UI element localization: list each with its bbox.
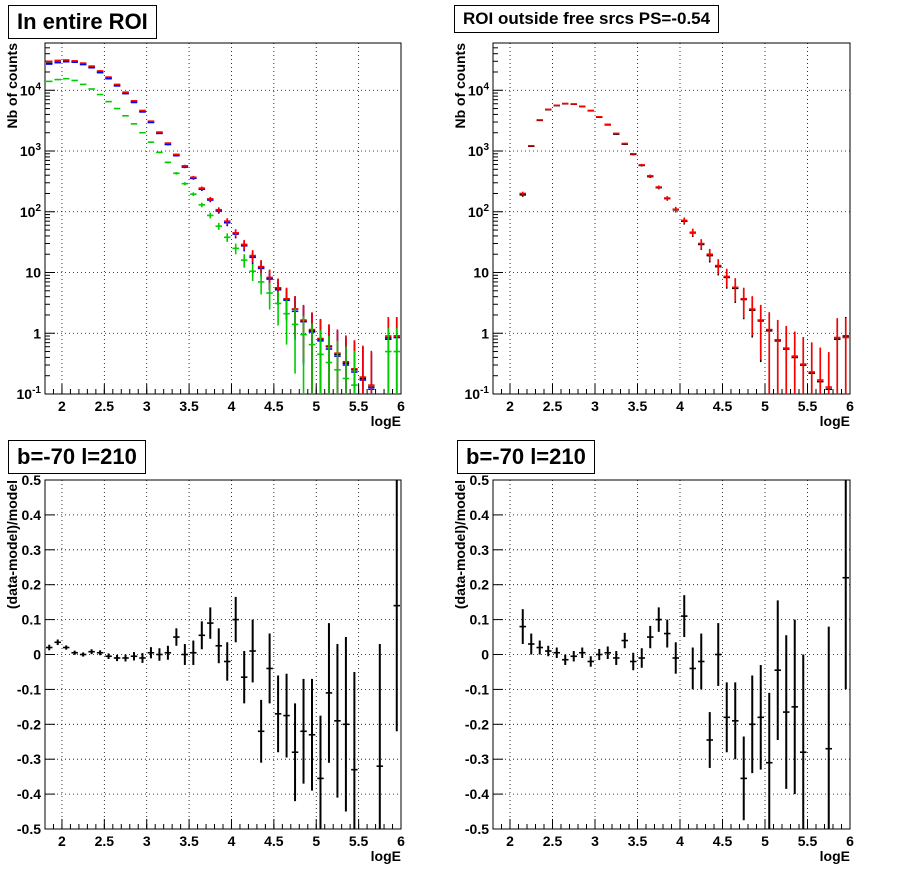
y-tick-label: 0	[33, 647, 41, 663]
residual-series	[519, 480, 849, 829]
panel-title-bottom-right: b=-70 l=210	[457, 440, 595, 474]
y-tick-label: 1	[33, 325, 41, 341]
series-4	[46, 77, 400, 394]
x-tick-label: 4	[676, 833, 684, 849]
y-tick-label: 104	[20, 81, 42, 98]
x-tick-label: 4.5	[713, 398, 733, 414]
x-tick-label: 2.5	[95, 833, 115, 849]
series-3	[46, 59, 400, 394]
series-2	[519, 102, 849, 394]
y-axis-label: Nb of counts	[452, 43, 468, 129]
y-tick-label: 0.2	[470, 577, 490, 593]
y-axis-label: (data-model)/model	[4, 480, 20, 609]
chart-panel-2: 2 2.5 3 3.5 4 4.5 5 5.5 6 10-1 1 10 102 103 104 logE Nb …	[452, 42, 854, 429]
series-1	[519, 102, 849, 394]
y-tick-label: 1	[481, 325, 489, 341]
x-tick-label: 4	[228, 833, 236, 849]
y-tick-label: 10	[25, 265, 41, 281]
plot-frame	[44, 42, 402, 395]
x-tick-label: 4.5	[264, 833, 284, 849]
panel-title-top-left: In entire ROI	[8, 5, 157, 39]
y-tick-label: 0.3	[470, 542, 490, 558]
x-tick-label: 2.5	[543, 398, 563, 414]
x-tick-label: 3.5	[179, 398, 199, 414]
chart-panel-1: 2 2.5 3 3.5 4 4.5 5 5.5 6 10-1 1 10 102 103 104 logE Nb …	[4, 42, 405, 429]
chart-panel-4: 2 2.5 3 3.5 4 4.5 5 5.5 6 -0.5 -0.4 -0.3 -0.2 -0.1 0 0.…	[452, 472, 854, 864]
residual-series	[46, 480, 400, 829]
y-tick-label: 10-1	[17, 385, 42, 402]
y-tick-label: 0.4	[22, 507, 42, 523]
y-tick-label: 0	[481, 647, 489, 663]
y-tick-label: -0.4	[465, 786, 489, 802]
y-tick-label: 103	[20, 142, 42, 159]
y-tick-label: 104	[468, 81, 490, 98]
y-tick-label: -0.3	[465, 751, 489, 767]
y-tick-label: 0.5	[470, 472, 490, 488]
x-tick-label: 2	[58, 833, 66, 849]
y-tick-label: -0.5	[465, 821, 489, 837]
y-tick-label: 0.5	[22, 472, 42, 488]
y-tick-label: -0.2	[465, 716, 489, 732]
x-tick-label: 4.5	[713, 833, 733, 849]
x-tick-label: 5	[761, 398, 769, 414]
y-tick-label: 103	[468, 142, 490, 159]
y-tick-label: -0.1	[465, 681, 489, 697]
y-tick-label: -0.3	[17, 751, 41, 767]
y-tick-label: 0.1	[22, 612, 42, 628]
x-tick-label: 6	[846, 833, 854, 849]
y-tick-label: -0.5	[17, 821, 41, 837]
x-axis-label: logE	[371, 848, 401, 864]
x-tick-label: 2.5	[543, 833, 563, 849]
y-tick-label: -0.2	[17, 716, 41, 732]
series-1	[46, 60, 400, 394]
y-tick-label: 10	[473, 265, 489, 281]
y-tick-label: 0.3	[22, 542, 42, 558]
x-tick-label: 3.5	[628, 398, 648, 414]
y-axis-label: (data-model)/model	[452, 480, 468, 609]
y-tick-label: -0.1	[17, 681, 41, 697]
x-tick-label: 2	[506, 833, 514, 849]
y-tick-label: 0.4	[470, 507, 490, 523]
chart-panel-3: 2 2.5 3 3.5 4 4.5 5 5.5 6 -0.5 -0.4 -0.3 -0.2 -0.1 0 0.…	[4, 472, 405, 864]
x-tick-label: 3	[143, 398, 151, 414]
x-tick-label: 2	[58, 398, 66, 414]
x-tick-label: 5.5	[349, 398, 369, 414]
x-tick-label: 4	[228, 398, 236, 414]
y-axis-label: Nb of counts	[4, 43, 20, 129]
panel-title-top-right: ROI outside free srcs PS=-0.54	[454, 5, 720, 33]
y-tick-label: 0.1	[470, 612, 490, 628]
x-tick-label: 2	[506, 398, 514, 414]
x-tick-label: 3.5	[628, 833, 648, 849]
x-tick-label: 6	[846, 398, 854, 414]
y-tick-label: 102	[20, 203, 42, 220]
y-tick-label: 10-1	[465, 385, 490, 402]
x-tick-label: 5.5	[798, 398, 818, 414]
x-axis-label: logE	[820, 413, 850, 429]
x-tick-label: 5.5	[798, 833, 818, 849]
series-2	[46, 60, 400, 394]
panel-title-bottom-left: b=-70 l=210	[8, 440, 146, 474]
y-tick-label: -0.4	[17, 786, 41, 802]
x-tick-label: 6	[397, 833, 405, 849]
x-axis-label: logE	[371, 413, 401, 429]
x-tick-label: 2.5	[95, 398, 115, 414]
plot-frame	[44, 479, 402, 830]
x-tick-label: 3	[143, 833, 151, 849]
y-tick-label: 102	[468, 203, 490, 220]
x-tick-label: 6	[397, 398, 405, 414]
x-axis-label: logE	[820, 848, 850, 864]
x-tick-label: 4.5	[264, 398, 284, 414]
x-tick-label: 3	[591, 833, 599, 849]
plot-frame	[492, 42, 851, 395]
x-tick-label: 3	[591, 398, 599, 414]
x-tick-label: 5.5	[349, 833, 369, 849]
x-tick-label: 5	[312, 833, 320, 849]
plot-frame	[492, 479, 851, 830]
x-tick-label: 5	[761, 833, 769, 849]
x-tick-label: 4	[676, 398, 684, 414]
x-tick-label: 3.5	[179, 833, 199, 849]
x-tick-label: 5	[312, 398, 320, 414]
y-tick-label: 0.2	[22, 577, 42, 593]
